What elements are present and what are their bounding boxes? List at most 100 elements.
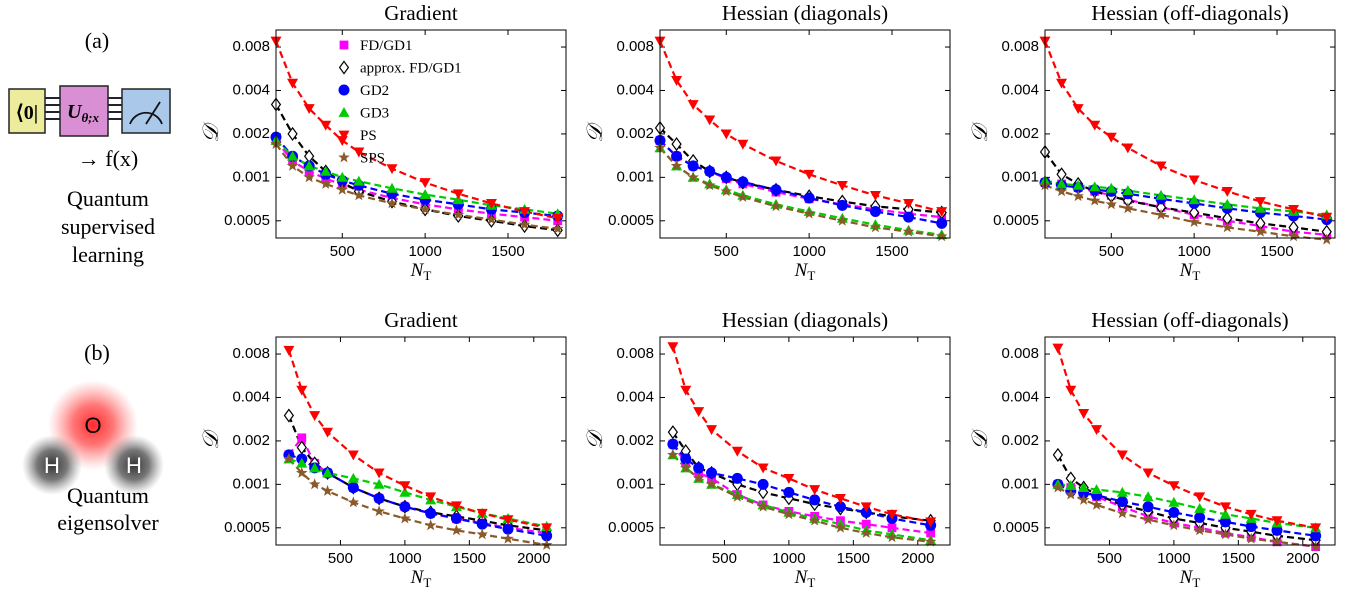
marker [399, 512, 411, 524]
marker [1271, 524, 1283, 536]
legend-label: PS [360, 128, 377, 144]
ket-label: ⟨0| [16, 102, 38, 124]
marker [1254, 225, 1267, 237]
marker [1142, 513, 1154, 525]
subplot-title: Gradient [384, 1, 458, 25]
y-tick-label: 0.008 [1001, 38, 1039, 55]
x-axis-label-sub: T [807, 575, 815, 590]
legend-label: SPS [360, 151, 385, 167]
marker [670, 159, 683, 171]
fit-line [1043, 40, 1327, 219]
marker [336, 183, 349, 195]
legend-label: GD3 [360, 106, 389, 122]
marker [903, 199, 915, 209]
marker [1105, 182, 1117, 193]
marker [836, 214, 849, 226]
y-tick-label: 0.0005 [608, 519, 654, 536]
x-tick-label: 2000 [517, 550, 550, 567]
fit-line [275, 139, 558, 222]
marker [502, 523, 514, 535]
y-tick-label: 0.008 [616, 38, 654, 55]
hydrogen-glow [104, 435, 164, 495]
marker [936, 207, 948, 217]
x-axis-label-main: N [794, 260, 809, 281]
marker [1219, 508, 1231, 519]
marker [373, 478, 385, 489]
legend-marker [338, 151, 350, 163]
marker [1078, 482, 1090, 492]
marker [687, 171, 699, 183]
x-tick-label: 500 [1097, 550, 1122, 567]
marker [706, 467, 718, 479]
unitary-subscript: θ;x [81, 110, 99, 125]
marker [757, 500, 769, 512]
marker [757, 478, 769, 490]
marker [1245, 509, 1257, 520]
marker [693, 462, 705, 474]
marker [373, 492, 385, 504]
marker [1055, 185, 1068, 197]
caption-line: eigensolver [57, 510, 159, 535]
marker [450, 501, 462, 512]
marker [419, 178, 431, 189]
marker [1168, 496, 1180, 507]
marker [303, 160, 315, 171]
x-tick-label: 1500 [837, 550, 870, 567]
marker [1194, 511, 1206, 523]
marker [297, 433, 307, 443]
y-axis-label: 𝒟 [582, 428, 607, 450]
marker [1091, 484, 1103, 494]
y-tick-label: 0.004 [616, 81, 654, 98]
marker [518, 218, 531, 230]
x-axis-label-main: N [1179, 260, 1194, 281]
panel-label: (b) [84, 340, 110, 365]
marker [1194, 503, 1206, 513]
marker [1056, 178, 1068, 189]
marker [296, 385, 308, 396]
y-tick-label: 0.002 [1001, 432, 1039, 449]
marker [1188, 194, 1200, 205]
marker [1310, 523, 1322, 534]
marker [1122, 143, 1134, 154]
fit-line [658, 40, 942, 213]
subplot-title: Hessian (diagonals) [722, 308, 888, 332]
marker [667, 438, 679, 450]
fit-line [287, 349, 547, 529]
marker [286, 159, 299, 171]
marker [386, 182, 398, 193]
marker [1288, 204, 1300, 215]
marker [1116, 486, 1128, 497]
marker [485, 199, 497, 209]
y-tick-label: 0.001 [232, 168, 270, 185]
marker [1221, 198, 1233, 209]
marker [692, 472, 705, 484]
marker [809, 494, 821, 506]
marker [770, 200, 782, 212]
marker [737, 191, 749, 202]
subplot-title: Hessian (off-diagonals) [1091, 308, 1288, 332]
marker [770, 156, 782, 167]
marker [731, 472, 743, 484]
x-axis-label-main: N [410, 567, 425, 588]
plot-frame [659, 336, 951, 546]
marker [283, 452, 295, 464]
marker [1072, 190, 1084, 202]
marker [309, 411, 321, 422]
marker [783, 486, 795, 498]
marker [834, 501, 846, 513]
x-axis-label-sub: T [1192, 575, 1200, 590]
marker [860, 526, 872, 538]
marker [1155, 208, 1167, 220]
y-tick-label: 0.004 [1001, 388, 1039, 405]
marker [1116, 507, 1129, 519]
marker [1168, 481, 1180, 492]
marker [860, 506, 872, 518]
fit-line [275, 103, 558, 232]
marker [803, 169, 815, 180]
x-tick-label: 1500 [1260, 243, 1293, 260]
marker [1065, 488, 1077, 500]
y-tick-label: 0.001 [1001, 475, 1039, 492]
marker [731, 490, 744, 502]
panel-label: (a) [85, 28, 109, 53]
y-tick-label: 0.008 [232, 345, 270, 362]
